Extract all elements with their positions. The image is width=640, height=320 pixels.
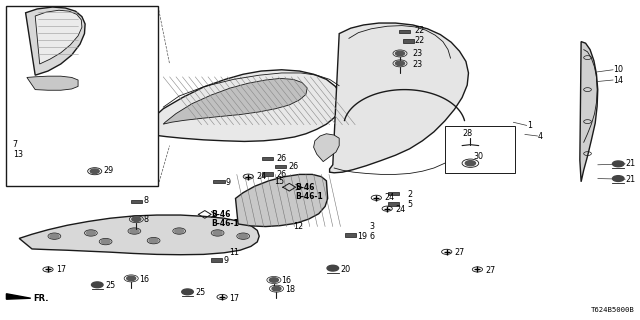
Polygon shape [163, 78, 307, 124]
Text: 24: 24 [256, 172, 266, 181]
Circle shape [50, 234, 59, 238]
Circle shape [612, 176, 624, 181]
Circle shape [149, 238, 158, 243]
Circle shape [269, 278, 278, 282]
Text: 28: 28 [462, 129, 472, 138]
Circle shape [90, 169, 99, 173]
Bar [262, 157, 273, 160]
Circle shape [182, 289, 193, 295]
Text: 20: 20 [340, 265, 351, 274]
Circle shape [465, 161, 476, 166]
Text: 13: 13 [13, 150, 23, 159]
Text: 24: 24 [384, 193, 394, 202]
Text: 7: 7 [13, 140, 18, 149]
Text: 15: 15 [274, 177, 284, 186]
Text: 3: 3 [370, 222, 375, 231]
Bar [403, 39, 414, 43]
Bar [445, 126, 515, 173]
Bar [131, 200, 142, 203]
Text: 16: 16 [282, 276, 292, 285]
Circle shape [132, 217, 141, 221]
Text: T624B5000B: T624B5000B [591, 307, 635, 313]
Bar [262, 172, 273, 176]
Polygon shape [6, 294, 31, 299]
Bar [399, 30, 410, 33]
Polygon shape [142, 70, 342, 141]
Text: 23: 23 [413, 60, 423, 68]
Text: 24: 24 [396, 205, 406, 214]
Text: 25: 25 [106, 281, 116, 290]
Polygon shape [19, 215, 259, 255]
Text: 2: 2 [408, 190, 413, 199]
Text: 11: 11 [229, 248, 239, 257]
Circle shape [396, 61, 404, 66]
Text: 25: 25 [195, 288, 205, 297]
Text: 1: 1 [527, 121, 532, 130]
Circle shape [213, 231, 222, 235]
Text: 4: 4 [538, 132, 543, 140]
Circle shape [101, 239, 110, 244]
Polygon shape [26, 7, 85, 75]
Circle shape [175, 229, 184, 233]
Text: 8: 8 [144, 215, 149, 224]
Text: 22: 22 [415, 26, 425, 35]
Circle shape [239, 234, 248, 238]
Text: 29: 29 [104, 166, 114, 175]
Text: 16: 16 [140, 275, 150, 284]
Bar [275, 165, 286, 168]
Text: 8: 8 [144, 196, 149, 205]
Text: 26: 26 [288, 162, 298, 171]
Text: 9: 9 [224, 256, 229, 265]
Text: 26: 26 [276, 154, 287, 163]
Bar [388, 192, 399, 195]
Text: 9: 9 [225, 178, 230, 187]
Polygon shape [236, 174, 328, 227]
Text: 22: 22 [415, 36, 425, 45]
Bar [345, 234, 356, 237]
Text: 19: 19 [357, 232, 367, 241]
Text: 27: 27 [485, 266, 495, 275]
Text: 21: 21 [625, 175, 636, 184]
Text: 18: 18 [285, 285, 295, 294]
Bar [211, 258, 222, 261]
Text: 5: 5 [408, 200, 413, 209]
Text: B-46: B-46 [211, 210, 230, 219]
Text: 27: 27 [454, 248, 465, 257]
Polygon shape [330, 23, 468, 173]
Text: B-46: B-46 [296, 183, 315, 192]
Circle shape [127, 276, 136, 281]
Text: 21: 21 [625, 159, 636, 168]
Circle shape [612, 161, 624, 167]
Circle shape [396, 51, 404, 56]
Polygon shape [109, 131, 142, 179]
Text: 14: 14 [613, 76, 623, 84]
Text: 17: 17 [229, 294, 239, 303]
Bar [6, 6, 158, 186]
Text: 10: 10 [613, 65, 623, 74]
Circle shape [130, 229, 139, 233]
Bar [213, 180, 225, 183]
Bar [388, 203, 399, 206]
Text: FR.: FR. [33, 294, 49, 303]
Text: 26: 26 [276, 170, 287, 179]
Text: 12: 12 [293, 222, 303, 231]
Text: 6: 6 [370, 232, 375, 241]
Text: B-46-1: B-46-1 [296, 192, 323, 201]
Text: B-46-1: B-46-1 [211, 220, 239, 228]
Polygon shape [580, 42, 598, 182]
Polygon shape [35, 10, 82, 64]
Circle shape [92, 282, 103, 288]
Polygon shape [27, 76, 78, 90]
Polygon shape [314, 134, 339, 162]
Text: 23: 23 [413, 49, 423, 58]
Text: 30: 30 [474, 152, 484, 161]
Text: 17: 17 [56, 265, 67, 274]
Circle shape [327, 265, 339, 271]
Circle shape [86, 231, 95, 235]
Circle shape [272, 286, 281, 291]
